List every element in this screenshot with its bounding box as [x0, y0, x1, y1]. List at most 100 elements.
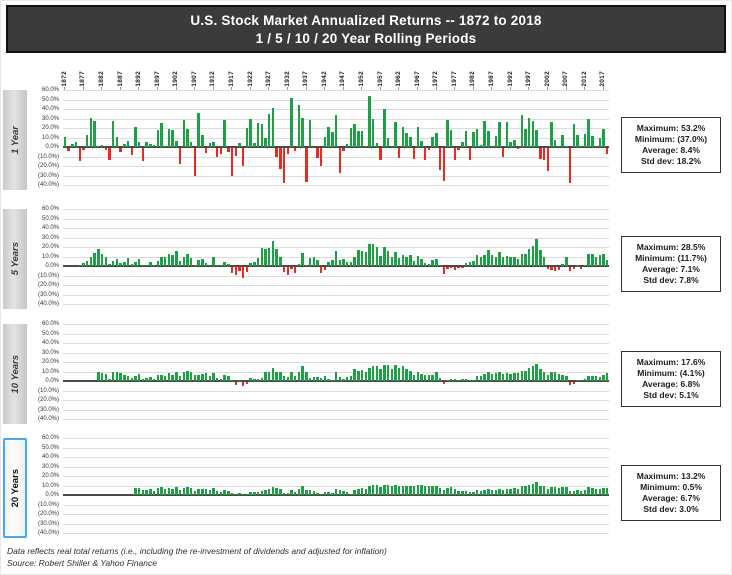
y-axis-tick-label: 20.0% [41, 473, 59, 479]
bar-1892 [137, 142, 141, 147]
bar-1987 [490, 490, 494, 495]
gridline [63, 247, 609, 248]
y-axis-tick-label: 40.0% [41, 225, 59, 231]
x-axis-year-text: 1912 [209, 71, 217, 87]
bar-1992 [509, 256, 512, 266]
bar-1949 [349, 128, 353, 147]
bar-2013 [587, 119, 590, 147]
bar-1956 [375, 247, 379, 266]
x-axis-year-label: 1932 [282, 57, 294, 87]
bar-1895 [149, 377, 152, 381]
bar-1925 [260, 247, 263, 266]
bar-2004 [553, 372, 557, 381]
x-axis-year-text: 1877 [79, 71, 87, 87]
bar-1953 [364, 489, 367, 495]
bar-1948 [345, 144, 349, 147]
bar-1887 [119, 263, 122, 266]
stats-box-1-year: Maximum: 53.2% Minimum: (37.0%) Average: 8… [621, 117, 721, 173]
x-axis-year-text: 1872 [60, 71, 68, 87]
bar-1986 [487, 130, 490, 147]
bar-1985 [483, 490, 486, 495]
x-axis-year-label: 1942 [319, 57, 331, 87]
x-axis-tick [64, 87, 66, 90]
bar-1998 [531, 365, 535, 381]
bar-1890 [130, 264, 133, 266]
bar-1934 [293, 376, 297, 381]
bar-1890 [130, 378, 133, 381]
x-axis-tick [454, 87, 456, 90]
bar-1957 [379, 148, 382, 161]
bar-1882 [100, 145, 104, 147]
bar-1985 [483, 374, 486, 381]
bar-1877 [82, 148, 85, 150]
bar-1919 [238, 143, 241, 147]
bar-1932 [286, 377, 289, 381]
bar-1929 [275, 248, 278, 266]
x-axis-year-text: 1992 [506, 71, 514, 87]
bar-1925 [260, 378, 263, 381]
plot-20-years [63, 438, 609, 534]
bar-1927 [267, 247, 271, 266]
stats-line: Minimum: 0.5% [640, 482, 702, 492]
bar-2010 [576, 134, 579, 147]
bar-1962 [397, 258, 401, 266]
bar-2012 [583, 133, 587, 147]
x-axis-year-label: 1947 [337, 57, 349, 87]
y-axis-tick-label: (20.0%) [37, 397, 59, 403]
bar-1914 [219, 148, 223, 154]
bar-1896 [152, 145, 156, 147]
bar-1989 [498, 251, 501, 266]
bar-1948 [345, 377, 349, 381]
bar-1974 [442, 267, 445, 274]
bar-1988 [494, 135, 497, 147]
bar-1974 [442, 490, 445, 495]
bar-1907 [193, 265, 197, 266]
y-axis-tick-label: 20.0% [41, 359, 59, 365]
bar-1910 [204, 148, 208, 153]
bar-1935 [297, 264, 301, 266]
bar-1927 [267, 489, 271, 495]
y-axis-tick-label: (30.0%) [37, 291, 59, 298]
bar-1974 [442, 382, 445, 384]
bar-1922 [249, 492, 252, 495]
bar-1894 [145, 378, 148, 381]
y-axis-tick-label: 10.0% [41, 134, 59, 141]
bar-1932 [286, 267, 289, 275]
bar-1945 [334, 114, 338, 147]
bar-1886 [115, 371, 119, 381]
bar-2006 [561, 487, 564, 495]
panel-label-text: 20 Years [9, 468, 21, 508]
bar-2015 [594, 489, 598, 495]
bar-1902 [175, 487, 178, 495]
gridline [63, 533, 609, 534]
bar-1933 [290, 371, 293, 381]
bar-1907 [193, 148, 197, 176]
bar-2017 [602, 128, 605, 147]
y-axis-tick-label: 60.0% [41, 206, 59, 212]
bar-1952 [360, 369, 364, 381]
bar-1891 [134, 376, 137, 381]
bar-1930 [279, 257, 282, 266]
y-axis-tick-label: 0.0% [45, 378, 59, 384]
bar-1961 [394, 365, 397, 381]
bar-1896 [152, 379, 156, 381]
bar-1906 [189, 488, 193, 495]
bar-2012 [583, 379, 587, 381]
bar-2014 [591, 376, 594, 381]
bar-1913 [215, 148, 219, 157]
bar-1930 [279, 148, 282, 169]
x-axis-tick [584, 87, 586, 90]
panel-label-10-years: 10 Years [3, 324, 27, 424]
y-axis-tick-label: 30.0% [41, 234, 59, 241]
bar-1900 [167, 253, 171, 266]
bar-2016 [598, 137, 601, 147]
bar-1892 [137, 259, 141, 266]
y-axis-tick-label: 10.0% [41, 482, 59, 489]
x-axis-year-label: 1917 [226, 57, 238, 87]
gridline [63, 390, 609, 392]
bar-1951 [357, 489, 360, 495]
bar-1967 [416, 127, 419, 147]
bar-2017 [602, 375, 605, 381]
bar-1916 [227, 148, 230, 152]
bar-1911 [208, 490, 211, 495]
